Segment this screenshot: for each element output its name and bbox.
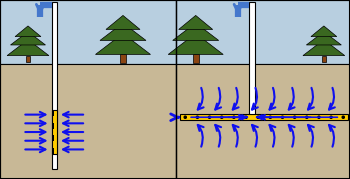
- Bar: [51, 2, 57, 169]
- Polygon shape: [100, 23, 146, 40]
- Circle shape: [256, 115, 260, 119]
- Circle shape: [305, 115, 309, 119]
- Polygon shape: [15, 26, 41, 37]
- Bar: [176, 0, 350, 64]
- Bar: [176, 64, 350, 179]
- Circle shape: [268, 115, 272, 119]
- Polygon shape: [96, 33, 150, 54]
- Bar: [249, 2, 255, 117]
- Polygon shape: [7, 40, 49, 56]
- Circle shape: [208, 115, 211, 119]
- Circle shape: [342, 115, 345, 119]
- Circle shape: [329, 115, 333, 119]
- Bar: [0, 0, 176, 64]
- Circle shape: [293, 115, 296, 119]
- Circle shape: [220, 115, 224, 119]
- Circle shape: [183, 115, 187, 119]
- Polygon shape: [168, 33, 223, 54]
- Polygon shape: [311, 26, 337, 37]
- Circle shape: [196, 115, 199, 119]
- Circle shape: [317, 115, 321, 119]
- Bar: [51, 110, 54, 117]
- Polygon shape: [306, 32, 341, 45]
- Polygon shape: [106, 15, 140, 29]
- Bar: [51, 123, 54, 129]
- Bar: [180, 114, 348, 120]
- Bar: [193, 54, 199, 63]
- Bar: [51, 110, 57, 154]
- Circle shape: [244, 115, 248, 119]
- Bar: [120, 54, 126, 63]
- Polygon shape: [173, 23, 219, 40]
- Bar: [322, 56, 326, 62]
- Bar: [0, 64, 176, 179]
- Circle shape: [281, 115, 284, 119]
- Bar: [51, 135, 54, 141]
- Polygon shape: [303, 40, 345, 56]
- Bar: [51, 147, 54, 154]
- Polygon shape: [179, 15, 213, 29]
- Circle shape: [232, 115, 236, 119]
- Bar: [26, 56, 30, 62]
- Polygon shape: [10, 32, 46, 45]
